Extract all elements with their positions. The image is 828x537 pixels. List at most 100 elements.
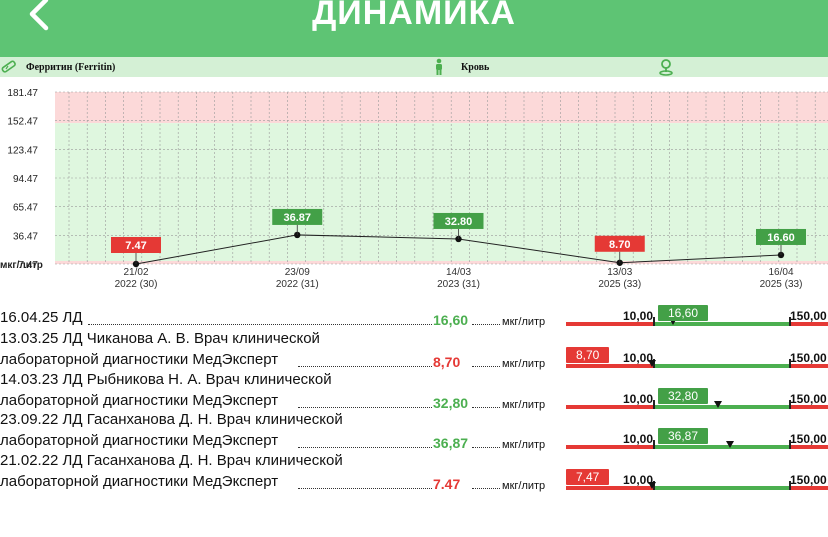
above-range-segment (790, 445, 828, 449)
result-subtitle: лабораторной диагностики МедЭксперт (0, 432, 279, 449)
material-name: Кровь (461, 62, 490, 73)
result-title: 14.03.23 ЛД Рыбникова Н. А. Врач клиниче… (0, 371, 332, 388)
range-low-label: 10,00 (623, 351, 654, 365)
reference-scale: 10,00 150,00 16,60 (566, 305, 828, 328)
range-tick (789, 317, 791, 326)
value-marker (668, 318, 677, 325)
data-label: 16.60 (767, 232, 795, 244)
leader-dots (472, 488, 500, 489)
below-range-segment (566, 486, 654, 490)
range-tick (653, 440, 655, 449)
y-tick-label: 94.47 (13, 174, 38, 185)
y-tick-label: 36.47 (13, 231, 38, 242)
result-value: 7.47 (433, 476, 461, 492)
value-badge (272, 208, 323, 225)
result-title: 16.04.25 ЛД (0, 309, 83, 326)
result-row[interactable]: 16.04.25 ЛД 16,60 мкг/литр 10,00 150,00 16,60 (0, 305, 828, 328)
normal-range-segment (654, 364, 790, 368)
range-low-label: 10,00 (623, 392, 654, 406)
analyte-name: Ферритин (Ferritin) (26, 62, 116, 73)
result-row[interactable]: 13.03.25 ЛД Чиканова А. В. Врач клиничес… (0, 329, 828, 371)
test-tube-icon (0, 58, 18, 76)
value-badge: 7,47 (566, 469, 610, 485)
result-value: 36,87 (433, 435, 469, 451)
y-tick-label: 181.47 (7, 88, 38, 99)
result-value: 32,80 (433, 395, 469, 411)
x-tick-date: 13/03 (607, 267, 632, 278)
value-badge (433, 212, 484, 229)
normal-range-segment (654, 445, 790, 449)
reference-scale: 10,00 150,00 8,70 (566, 347, 828, 370)
range-high-label: 150,00 (790, 309, 827, 323)
data-label: 36.87 (283, 212, 311, 224)
y-axis-label: мкг/литр (0, 260, 43, 271)
ferritin-chart: 181.47152.47123.4794.4765.4736.477.47мкг… (0, 88, 828, 290)
data-label: 32.80 (445, 216, 473, 228)
above-range-segment (790, 486, 828, 490)
reference-scale: 10,00 150,00 7,47 (566, 469, 828, 492)
above-range-segment (790, 405, 828, 409)
leader-dots (88, 324, 432, 325)
below-range-segment (566, 322, 654, 326)
normal-zone (55, 123, 828, 261)
below-range-segment (566, 364, 654, 368)
range-tick (789, 400, 791, 409)
result-value: 16,60 (433, 312, 469, 328)
result-title: 23.09.22 ЛД Гасанханова Д. Н. Врач клини… (0, 411, 343, 428)
person-icon (432, 58, 450, 76)
normal-range-segment (654, 322, 790, 326)
result-unit: мкг/литр (502, 399, 546, 411)
range-tick (789, 359, 791, 368)
back-button[interactable] (22, 0, 58, 36)
x-tick-year: 2025 (33) (598, 279, 641, 290)
range-high-label: 150,00 (790, 432, 827, 446)
analyte-info-bar: Ферритин (Ferritin) Кровь (0, 57, 828, 77)
data-label: 8.70 (609, 239, 630, 251)
high-zone (55, 92, 828, 124)
range-high-label: 150,00 (790, 392, 827, 406)
y-tick-label: 123.47 (7, 145, 38, 156)
reference-scale: 10,00 150,00 36,87 (566, 428, 828, 451)
above-range-segment (790, 364, 828, 368)
value-badge (756, 228, 806, 245)
x-tick-year: 2023 (31) (437, 279, 480, 290)
x-tick-date: 14/03 (446, 267, 471, 278)
result-unit: мкг/литр (502, 316, 546, 328)
range-high-label: 150,00 (790, 473, 827, 487)
x-tick-year: 2025 (33) (760, 279, 803, 290)
leader-dots (298, 407, 432, 408)
value-badge: 32,80 (658, 388, 709, 404)
result-title: 21.02.22 ЛД Гасанханова Д. Н. Врач клини… (0, 452, 343, 469)
result-row[interactable]: 21.02.22 ЛД Гасанханова Д. Н. Врач клини… (0, 451, 828, 493)
below-range-segment (566, 445, 654, 449)
value-badge: 8,70 (566, 347, 610, 363)
leader-dots (472, 324, 500, 325)
x-tick-year: 2022 (30) (115, 279, 158, 290)
leader-dots (472, 447, 500, 448)
range-high-label: 150,00 (790, 351, 827, 365)
range-tick (653, 400, 655, 409)
value-marker (648, 482, 656, 489)
result-row[interactable]: 23.09.22 ЛД Гасанханова Д. Н. Врач клини… (0, 410, 828, 452)
leader-dots (298, 447, 432, 448)
result-row[interactable]: 14.03.23 ЛД Рыбникова Н. А. Врач клиниче… (0, 370, 828, 412)
x-tick-date: 23/09 (285, 267, 310, 278)
x-tick-year: 2022 (31) (276, 279, 319, 290)
value-marker (714, 401, 723, 408)
y-tick-label: 65.47 (13, 203, 38, 214)
page-title: ДИНАМИКА (312, 0, 516, 32)
value-badge: 16,60 (658, 305, 709, 321)
result-unit: мкг/литр (502, 358, 546, 370)
range-low-label: 10,00 (623, 473, 654, 487)
y-tick-label: 152.47 (7, 117, 38, 128)
result-subtitle: лабораторной диагностики МедЭксперт (0, 392, 279, 409)
range-tick (789, 481, 791, 490)
result-subtitle: лабораторной диагностики МедЭксперт (0, 473, 279, 490)
location-pin-icon[interactable] (657, 58, 675, 76)
below-range-segment (566, 405, 654, 409)
chevron-left-icon (29, 0, 49, 31)
leader-dots (298, 488, 432, 489)
header-bar: ДИНАМИКА (0, 0, 828, 57)
result-unit: мкг/литр (502, 480, 546, 492)
value-marker (725, 441, 734, 448)
